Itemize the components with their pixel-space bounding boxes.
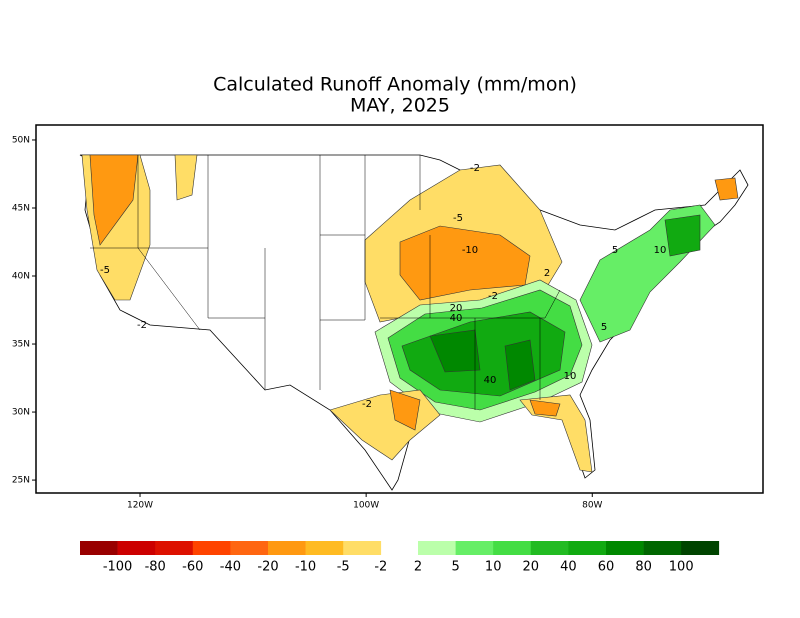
area bbox=[389, 389, 421, 431]
colorbar-swatch bbox=[606, 541, 644, 555]
contour-label: 2 bbox=[544, 268, 550, 279]
contour-label: -5 bbox=[453, 213, 463, 224]
x-tick-label: 80W bbox=[582, 501, 602, 511]
colorbar-swatch bbox=[343, 541, 382, 555]
colorbar-label: -20 bbox=[257, 560, 278, 575]
y-tick-label: 40N bbox=[12, 272, 30, 282]
colorbar-label: 10 bbox=[485, 560, 502, 575]
area bbox=[174, 154, 198, 201]
colorbar-label: -60 bbox=[182, 560, 203, 575]
colorbar-label: 100 bbox=[669, 560, 694, 575]
colorbar: -100 -80 -60 -40 -20 -10 -5 -2 2 5 10 20 40 60 80 100 bbox=[80, 541, 720, 575]
y-tick-label: 25N bbox=[12, 476, 30, 486]
contour-label: 40 bbox=[484, 375, 497, 386]
x-tick-label: 120W bbox=[127, 501, 153, 511]
contour-label: 10 bbox=[564, 371, 577, 382]
colorbar-label: 5 bbox=[451, 560, 459, 575]
contour-label: -2 bbox=[137, 320, 147, 331]
area bbox=[529, 399, 561, 417]
colorbar-label: -80 bbox=[145, 560, 166, 575]
y-tick-label: 35N bbox=[12, 340, 30, 350]
colorbar-swatch bbox=[643, 541, 682, 555]
axes: 120W 100W 80W 25N 30N 35N 40N 45N 50N bbox=[12, 135, 603, 510]
x-tick-label: 100W bbox=[353, 501, 379, 511]
colorbar-label: -100 bbox=[103, 560, 133, 575]
y-tick-label: 45N bbox=[12, 203, 30, 213]
contour-label: 10 bbox=[654, 245, 667, 256]
colorbar-label: -5 bbox=[337, 560, 350, 575]
colorbar-swatch bbox=[418, 541, 456, 555]
area bbox=[664, 214, 701, 257]
contour-label: -5 bbox=[100, 265, 110, 276]
colorbar-label: 80 bbox=[635, 560, 652, 575]
subtitle: MAY, 2025 bbox=[350, 95, 450, 117]
contour-label: 5 bbox=[601, 322, 607, 333]
contour-labels: -5 -2 -2 -5 -10 2 -2 20 40 5 40 10 -2 5 … bbox=[100, 163, 666, 410]
state-lines bbox=[90, 155, 561, 410]
anomaly-areas bbox=[81, 154, 739, 473]
colorbar-swatch bbox=[681, 541, 720, 555]
contour-label: -2 bbox=[362, 399, 372, 410]
colorbar-swatch bbox=[155, 541, 194, 555]
colorbar-swatch bbox=[230, 541, 269, 555]
map-frame bbox=[35, 124, 764, 494]
area bbox=[89, 154, 139, 246]
y-tick-label: 50N bbox=[12, 135, 30, 145]
contour-label: 20 bbox=[450, 303, 463, 314]
colorbar-swatch bbox=[455, 541, 494, 555]
area bbox=[714, 177, 739, 201]
colorbar-swatch bbox=[80, 541, 118, 555]
colorbar-label: -40 bbox=[220, 560, 241, 575]
colorbar-swatch bbox=[305, 541, 344, 555]
contour-label: -2 bbox=[470, 163, 480, 174]
colorbar-swatch bbox=[192, 541, 231, 555]
area bbox=[429, 329, 481, 373]
contour-label: 40 bbox=[450, 313, 463, 324]
area bbox=[504, 339, 536, 391]
contour-label: -2 bbox=[488, 291, 498, 302]
map-body: -5 -2 -2 -5 -10 2 -2 20 40 5 40 10 -2 5 … bbox=[35, 124, 764, 494]
colorbar-swatch bbox=[493, 541, 532, 555]
contour-label: -10 bbox=[462, 245, 478, 256]
y-tick-label: 30N bbox=[12, 408, 30, 418]
colorbar-swatch bbox=[568, 541, 607, 555]
colorbar-label: 2 bbox=[414, 560, 422, 575]
colorbar-swatch bbox=[530, 541, 569, 555]
colorbar-label: -2 bbox=[374, 560, 387, 575]
colorbar-label: 40 bbox=[560, 560, 577, 575]
colorbar-label: 20 bbox=[523, 560, 540, 575]
title: Calculated Runoff Anomaly (mm/mon) bbox=[213, 74, 577, 96]
colorbar-swatch bbox=[268, 541, 306, 555]
colorbar-swatch bbox=[117, 541, 156, 555]
colorbar-label: 60 bbox=[598, 560, 615, 575]
contour-label: 5 bbox=[612, 245, 618, 256]
colorbar-label: -10 bbox=[295, 560, 316, 575]
